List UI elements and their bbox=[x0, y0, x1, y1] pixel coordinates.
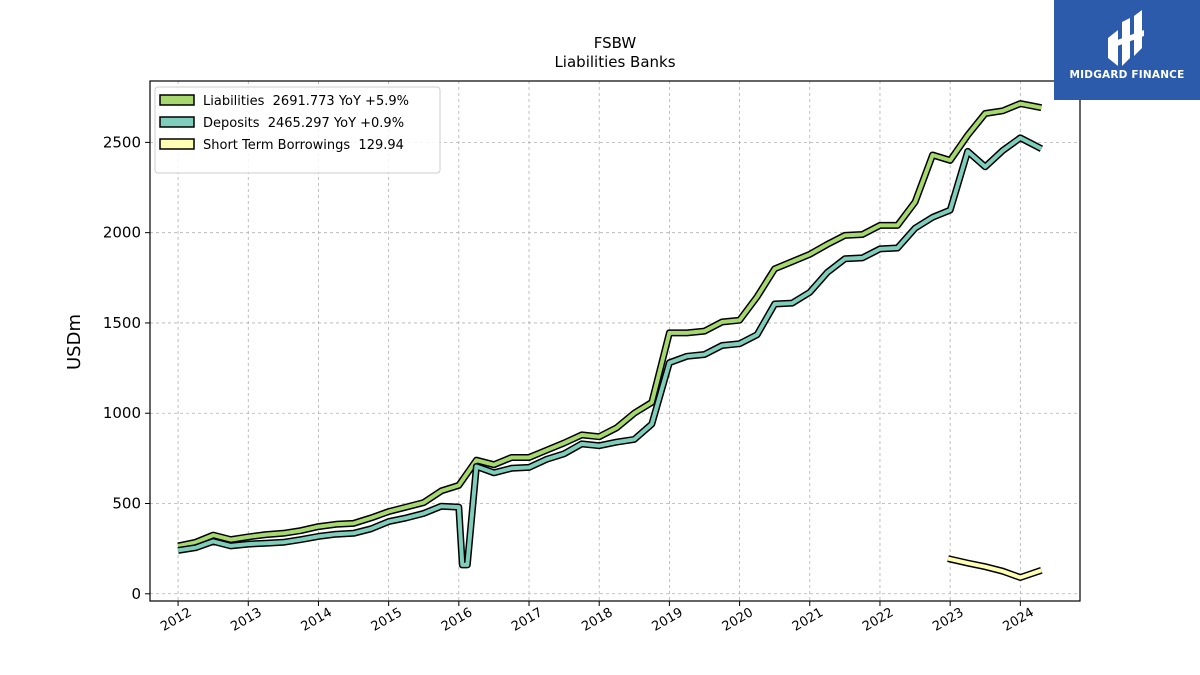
x-tick-label: 2015 bbox=[369, 605, 405, 635]
x-tick-label: 2016 bbox=[439, 605, 475, 635]
series-0 bbox=[177, 100, 1043, 550]
brand-mark-icon bbox=[1108, 10, 1144, 66]
x-tick-label: 2022 bbox=[860, 605, 896, 635]
x-tick-label: 2020 bbox=[720, 605, 756, 635]
series-line bbox=[177, 135, 1043, 567]
series-1 bbox=[177, 134, 1043, 569]
x-tick-label: 2014 bbox=[299, 605, 335, 635]
y-tick-label: 2000 bbox=[103, 224, 141, 242]
x-tick-label: 2013 bbox=[228, 605, 264, 635]
series-line bbox=[177, 101, 1042, 548]
series-group bbox=[177, 100, 1043, 581]
legend: Liabilities 2691.773 YoY +5.9% Deposits 2… bbox=[154, 86, 441, 174]
chart-subtitle: Liabilities Banks bbox=[554, 53, 675, 71]
x-tick-label: 2021 bbox=[790, 605, 826, 635]
legend-swatch bbox=[159, 116, 195, 128]
series-line bbox=[947, 556, 1043, 580]
chart-title: FSBW bbox=[594, 34, 637, 52]
y-axis-label: USDm bbox=[64, 314, 85, 370]
legend-label: Short Term Borrowings 129.94 bbox=[203, 138, 404, 153]
legend-swatch bbox=[159, 138, 195, 150]
x-tick-label: 2012 bbox=[158, 605, 194, 635]
y-tick-label: 500 bbox=[112, 495, 141, 513]
legend-box bbox=[154, 86, 441, 174]
x-tick-label: 2018 bbox=[579, 605, 615, 635]
y-tick-label: 1000 bbox=[103, 404, 141, 422]
legend-label: Deposits 2465.297 YoY +0.9% bbox=[203, 116, 404, 131]
legend-swatch bbox=[159, 94, 195, 106]
y-tick-label: 1500 bbox=[103, 314, 141, 332]
brand-name: MIDGARD FINANCE bbox=[1069, 69, 1185, 81]
x-tick-label: 2024 bbox=[1001, 605, 1037, 635]
brand-logo: MIDGARD FINANCE bbox=[1054, 0, 1200, 100]
x-tick-label: 2019 bbox=[650, 605, 686, 635]
axis-ticks: 0 500 1000 1500 2000 2500 2012 2013 2014 2015 2016… bbox=[103, 133, 1037, 634]
legend-label: Liabilities 2691.773 YoY +5.9% bbox=[203, 94, 409, 109]
series-2 bbox=[947, 555, 1043, 581]
plot-frame bbox=[149, 80, 1081, 602]
y-tick-label: 2500 bbox=[103, 133, 141, 151]
y-tick-label: 0 bbox=[131, 585, 141, 603]
x-tick-label: 2023 bbox=[930, 605, 966, 635]
x-tick-label: 2017 bbox=[509, 605, 545, 635]
